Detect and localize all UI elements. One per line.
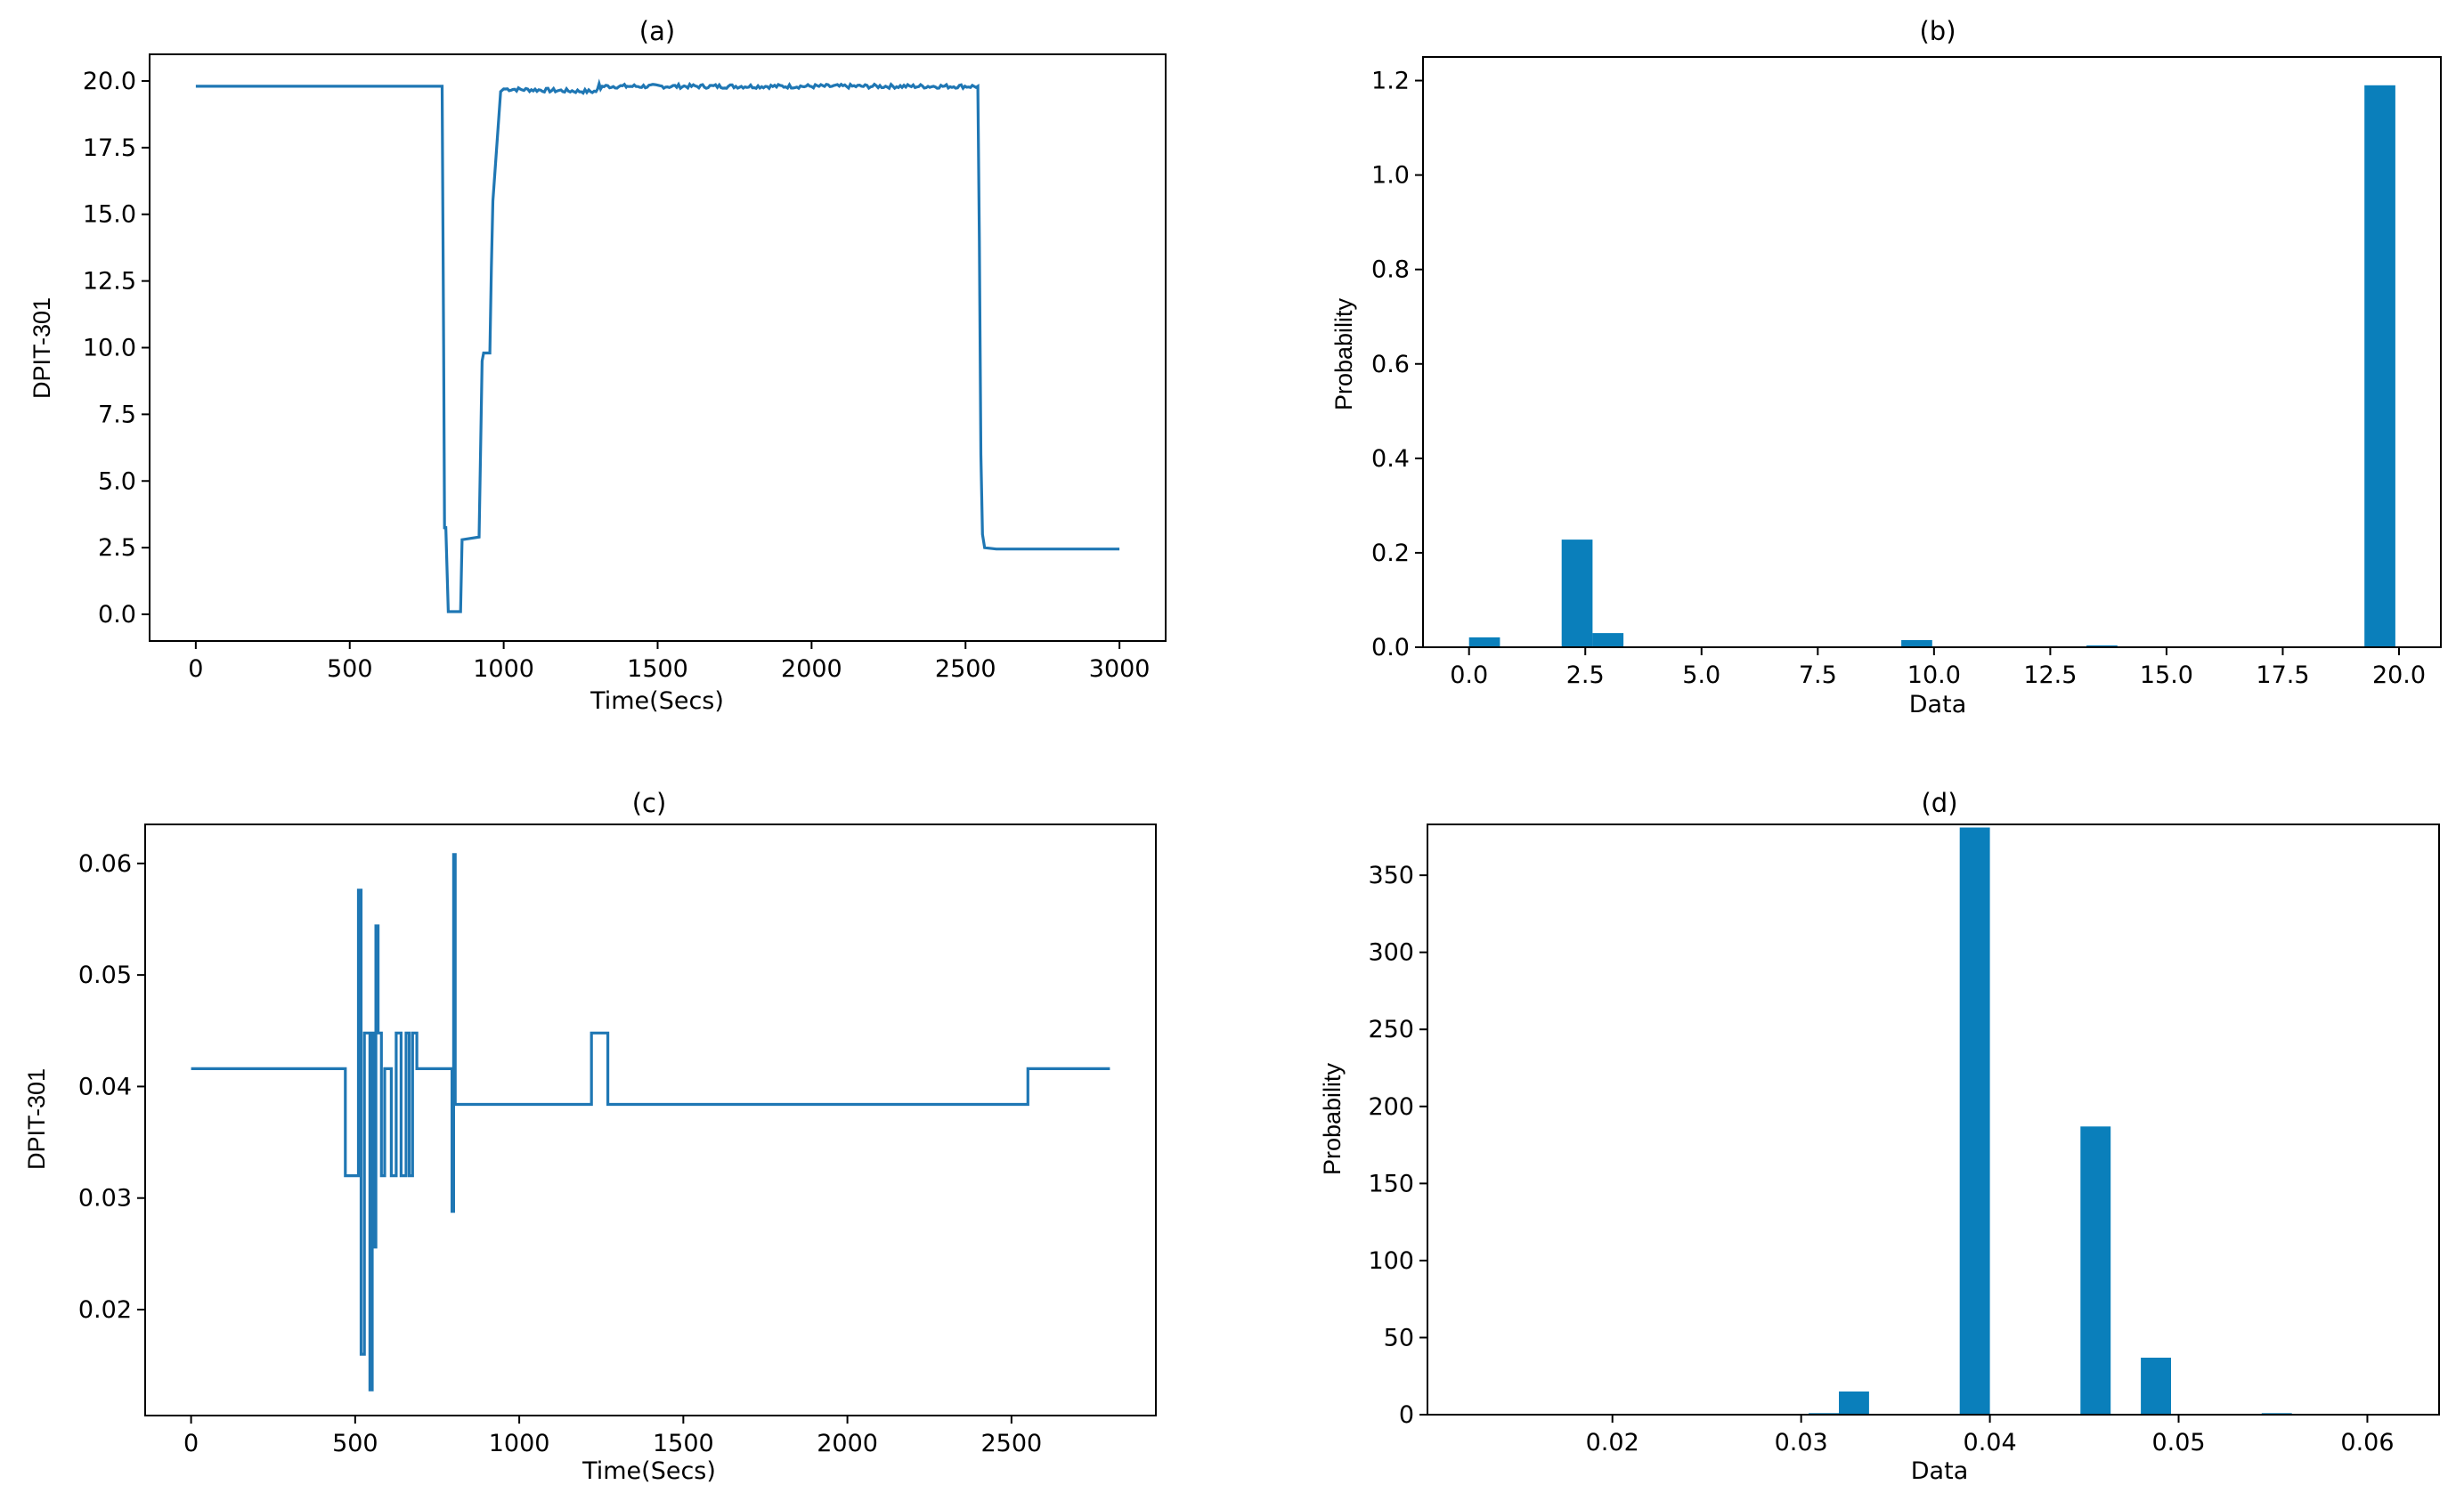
panel-c-x-tick-label: 0 [183, 1430, 199, 1457]
panel-c-x-tick-label: 1500 [653, 1430, 714, 1457]
panel-b-y-tick-label: 0.8 [1371, 256, 1410, 284]
panel-c-y-tick-label: 0.04 [78, 1073, 132, 1100]
panel-c-axes-frame [144, 824, 1157, 1416]
panel-c-title: (c) [632, 788, 667, 818]
panel-a-y-tick-label: 17.5 [83, 134, 136, 162]
panel-c-y-axis-label: DPIT-301 [23, 1068, 50, 1170]
panel-a-title: (a) [639, 16, 675, 46]
panel-d-title: (d) [1921, 788, 1957, 818]
panel-a-x-tick-label: 3000 [1089, 655, 1151, 683]
panel-d-bar [1959, 827, 1990, 1415]
panel-b-bar [1561, 540, 1593, 647]
panel-b-y-axis-label: Probability [1330, 297, 1357, 410]
panel-a-y-tick-label: 5.0 [98, 467, 136, 495]
panel-c-y-tick-label: 0.02 [78, 1296, 132, 1324]
panel-a-x-tick-label: 1500 [627, 655, 688, 683]
panel-b-x-tick-label: 17.5 [2256, 661, 2309, 689]
panel-d-y-tick-label: 100 [1368, 1247, 1414, 1275]
panel-d-x-tick-label: 0.06 [2340, 1429, 2394, 1456]
panel-a-x-tick-label: 1000 [473, 655, 534, 683]
panel-d-y-tick-label: 350 [1368, 862, 1414, 889]
panel-d-x-tick-label: 0.02 [1586, 1429, 1639, 1456]
panel-c-x-tick-label: 2000 [817, 1430, 878, 1457]
panel-d-y-axis-label: Probability [1319, 1062, 1346, 1175]
panel-d-y-tick-label: 0 [1399, 1401, 1414, 1429]
panel-c-x-tick-label: 2500 [980, 1430, 1042, 1457]
panel-b-x-axis-label: Data [1909, 691, 1966, 718]
panel-b-y-tick-label: 1.0 [1371, 162, 1410, 190]
panel-b-x-tick-label: 0.0 [1450, 661, 1488, 689]
panel-b-y-tick-label: 0.6 [1371, 351, 1410, 378]
panel-d-axes-frame [1427, 824, 2440, 1416]
panel-d-bar [1839, 1392, 1869, 1415]
panel-b-y-tick-label: 0.2 [1371, 540, 1410, 567]
panel-d-x-tick-label: 0.03 [1775, 1429, 1828, 1456]
panel-a-y-tick-label: 0.0 [98, 601, 136, 629]
panel-b-bar [1468, 637, 1500, 647]
panel-c-x-axis-label: Time(Secs) [581, 1457, 716, 1485]
panel-b-histogram: (b) 0.0 2.5 5.0 7.5 10.0 12.5 15.0 17.5 20.0 0.0 0… [1330, 16, 2442, 718]
panel-b-title: (b) [1919, 16, 1956, 46]
panel-a-x-tick-label: 0 [188, 655, 203, 683]
panel-b-axes-frame [1422, 56, 2442, 648]
panel-d-bar [2141, 1358, 2171, 1415]
panel-b-bar [1901, 640, 1932, 647]
panel-d-x-tick-label: 0.05 [2151, 1429, 2205, 1456]
panel-b-x-tick-label: 12.5 [2023, 661, 2077, 689]
panel-c-x-tick-label: 500 [332, 1430, 378, 1457]
panel-a-y-tick-label: 10.0 [83, 335, 136, 362]
panel-a-axes-frame [149, 53, 1167, 642]
panel-b-bar [1592, 633, 1624, 647]
panel-d-y-tick-label: 50 [1384, 1324, 1414, 1351]
panel-d-histogram: (d) 0.02 0.03 0.04 0.05 0.06 0 50 100 150 200 250 3… [1319, 788, 2440, 1485]
panel-b-y-tick-label: 0.0 [1371, 634, 1410, 661]
panel-d-x-axis-label: Data [1911, 1457, 1968, 1485]
panel-b-bar [2364, 85, 2395, 648]
panel-a-y-tick-label: 7.5 [98, 401, 136, 428]
panel-a-y-tick-label: 2.5 [98, 534, 136, 562]
panel-c-series-line [191, 853, 1110, 1392]
panel-a-y-tick-label: 15.0 [83, 201, 136, 229]
panel-d-y-tick-label: 200 [1368, 1093, 1414, 1121]
panel-d-bar [2080, 1126, 2111, 1415]
panel-d-x-tick-label: 0.04 [1964, 1429, 2017, 1456]
panel-b-x-tick-label: 2.5 [1566, 661, 1605, 689]
panel-a-y-axis-label: DPIT-301 [28, 297, 55, 399]
panel-b-x-tick-label: 5.0 [1682, 661, 1720, 689]
panel-a-x-tick-label: 2500 [935, 655, 996, 683]
panel-c-y-tick-label: 0.03 [78, 1185, 132, 1213]
panel-d-y-tick-label: 150 [1368, 1170, 1414, 1197]
panel-b-bar [2086, 645, 2118, 647]
panel-a-y-tick-label: 12.5 [83, 268, 136, 296]
panel-b-y-tick-label: 0.4 [1371, 445, 1410, 473]
panel-c-y-tick-label: 0.06 [78, 850, 132, 878]
panel-b-x-tick-label: 15.0 [2140, 661, 2193, 689]
panel-a-series-line [195, 78, 1120, 613]
panel-a-y-tick-label: 20.0 [83, 68, 136, 95]
panel-c-line-chart: (c) 0 500 1000 1500 2000 2500 0.02 0.03 0.04 0.05… [23, 788, 1157, 1485]
panel-b-x-tick-label: 20.0 [2372, 661, 2426, 689]
panel-c-y-tick-label: 0.05 [78, 962, 132, 989]
panel-a-x-tick-label: 2000 [781, 655, 842, 683]
panel-a-x-tick-label: 500 [327, 655, 373, 683]
panel-b-x-tick-label: 10.0 [1907, 661, 1961, 689]
panel-a-line-chart: (a) 0 500 1000 1500 2000 2500 3000 0.0 2.5 5.0 7.5… [28, 16, 1167, 715]
panel-a-x-axis-label: Time(Secs) [590, 687, 724, 715]
panel-c-x-tick-label: 1000 [489, 1430, 550, 1457]
panel-d-y-tick-label: 250 [1368, 1016, 1414, 1043]
panel-b-y-tick-label: 1.2 [1371, 68, 1410, 95]
panel-b-x-tick-label: 7.5 [1799, 661, 1837, 689]
panel-d-y-tick-label: 300 [1368, 939, 1414, 967]
